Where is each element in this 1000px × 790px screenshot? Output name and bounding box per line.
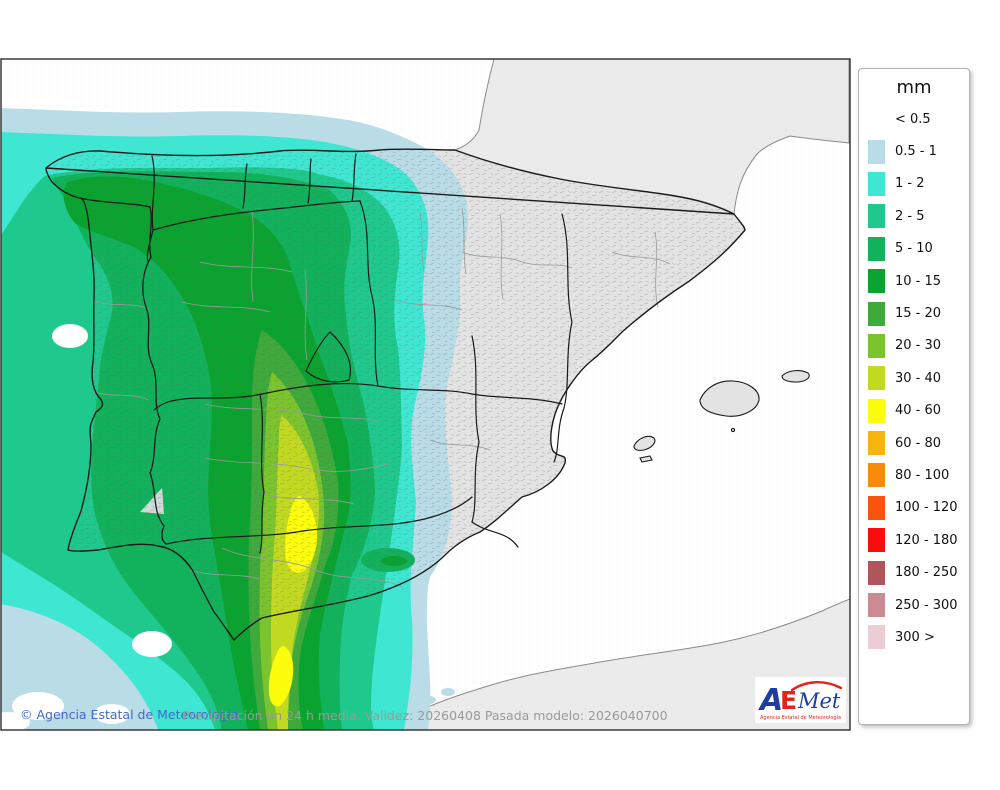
legend-label: 0.5 - 1 (895, 144, 937, 160)
legend-title: mm (896, 77, 932, 98)
legend-item: 80 - 100 (859, 459, 969, 491)
legend-label: 80 - 100 (895, 467, 950, 483)
legend-item: 2 - 5 (859, 200, 969, 232)
legend-item: 0.5 - 1 (859, 135, 969, 167)
legend-swatch (868, 463, 885, 488)
terrain-hatch (46, 149, 745, 640)
logo-letter-a: A (758, 683, 783, 718)
logo-subtitle: Agencia Estatal de Meteorología (760, 714, 841, 721)
legend-swatch (868, 560, 885, 585)
legend-swatch (868, 204, 885, 229)
legend-label: 60 - 80 (895, 435, 942, 451)
legend-label: 15 - 20 (895, 306, 942, 322)
legend-swatch (868, 431, 885, 456)
legend-label: 20 - 30 (895, 338, 942, 354)
legend-label: 120 - 180 (895, 532, 958, 548)
province-borders (93, 207, 671, 588)
legend-item: 30 - 40 (859, 362, 969, 394)
legend-label: 5 - 10 (895, 241, 933, 257)
legend-item: 180 - 250 (859, 556, 969, 588)
map-caption: Precipitación en 24 h media. Validez: 20… (182, 708, 668, 723)
legend-swatch (868, 269, 885, 294)
legend-swatch (868, 333, 885, 358)
dry-holes (1, 324, 172, 730)
legend-item: 60 - 80 (859, 427, 969, 459)
precip-band-40-60-south (268, 646, 294, 707)
logo-letters-met: Met (797, 689, 841, 713)
logo-swoosh (790, 681, 843, 692)
alboran-specks (412, 688, 455, 705)
formentera-island (639, 455, 653, 463)
legend-item: 1 - 2 (859, 168, 969, 200)
aemet-logo: A E Met Agencia Estatal de Meteorología (755, 677, 846, 723)
legend-swatch (868, 366, 885, 391)
cabrera-island (730, 427, 736, 433)
legend-label: 100 - 120 (895, 500, 958, 516)
legend-label: 40 - 60 (895, 403, 942, 419)
legend-label: 250 - 300 (895, 597, 958, 613)
menorca-island (781, 370, 810, 383)
legend-swatch (868, 495, 885, 520)
iberia-coastline (45, 148, 746, 641)
legend-item: 10 - 15 (859, 265, 969, 297)
legend-swatch (868, 236, 885, 261)
legend-swatch (868, 301, 885, 326)
legend-swatch (868, 171, 885, 196)
logo-letter-e: E (780, 686, 797, 715)
balearic-islands (633, 370, 810, 463)
legend-item: 15 - 20 (859, 297, 969, 329)
legend-rows: < 0.5 0.5 - 1 1 - 2 2 - 5 5 - 10 10 - 15 15 - … (859, 103, 969, 654)
legend-item: < 0.5 (859, 103, 969, 135)
mallorca-island (699, 380, 760, 417)
legend-label: 10 - 15 (895, 273, 942, 289)
legend-label: 300 > (895, 629, 935, 645)
legend-item: 5 - 10 (859, 233, 969, 265)
legend-item: 300 > (859, 621, 969, 653)
legend-item: 250 - 300 (859, 589, 969, 621)
legend-swatch (868, 398, 885, 423)
legend-label: 180 - 250 (895, 565, 958, 581)
portugal-border (79, 197, 167, 545)
legend-item: 100 - 120 (859, 492, 969, 524)
legend-label: 1 - 2 (895, 176, 925, 192)
pyrenees-border (454, 149, 735, 215)
legend-item: 120 - 180 (859, 524, 969, 556)
legend-label: < 0.5 (895, 111, 931, 127)
legend-item: 40 - 60 (859, 395, 969, 427)
legend-label: 30 - 40 (895, 370, 942, 386)
legend-label: 2 - 5 (895, 208, 925, 224)
legend-swatch (868, 625, 885, 650)
map-frame (0, 58, 851, 731)
copyright-text: © Agencia Estatal de Meteorología (20, 707, 239, 722)
legend-swatch (868, 593, 885, 618)
legend-swatch (868, 528, 885, 553)
ibiza-island (633, 435, 656, 451)
legend-item: 20 - 30 (859, 330, 969, 362)
legend-panel: mm < 0.5 0.5 - 1 1 - 2 2 - 5 5 - 10 10 - 15 15… (858, 68, 970, 725)
community-borders (146, 153, 573, 554)
legend-swatch (868, 139, 885, 164)
